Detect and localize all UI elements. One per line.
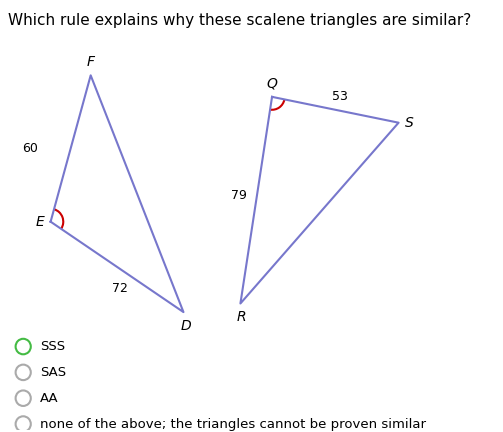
Text: AA: AA xyxy=(40,392,59,405)
Text: D: D xyxy=(180,318,191,333)
Text: 53: 53 xyxy=(331,90,348,103)
Text: R: R xyxy=(236,310,246,324)
Text: none of the above; the triangles cannot be proven similar: none of the above; the triangles cannot … xyxy=(40,418,426,431)
Text: F: F xyxy=(87,55,95,69)
Text: SAS: SAS xyxy=(40,366,66,379)
Text: 72: 72 xyxy=(112,282,128,295)
Text: E: E xyxy=(36,215,44,229)
Text: Which rule explains why these scalene triangles are similar?: Which rule explains why these scalene tr… xyxy=(9,13,472,28)
Text: S: S xyxy=(405,116,413,130)
Text: 60: 60 xyxy=(22,142,38,155)
Text: Q: Q xyxy=(267,76,278,90)
Text: SSS: SSS xyxy=(40,340,65,353)
Text: 79: 79 xyxy=(231,189,247,202)
